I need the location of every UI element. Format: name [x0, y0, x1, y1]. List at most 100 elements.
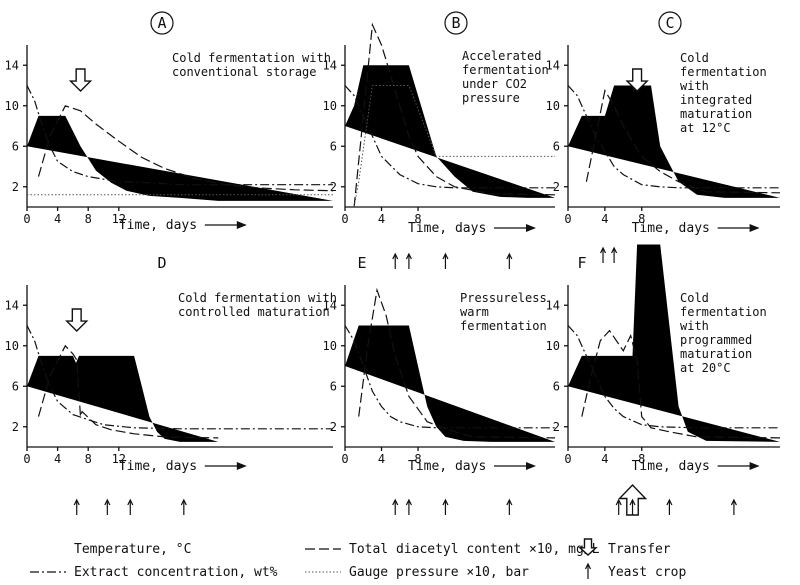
panel-letter-circle: [150, 11, 174, 35]
y-tick-label: 14: [323, 298, 337, 312]
y-tick-label: 10: [323, 339, 337, 353]
legend-label-temperature: Temperature, °C: [74, 542, 191, 557]
yeast-crop-icon: [405, 252, 412, 269]
panel-annotation-line: conventional storage: [172, 65, 317, 79]
panel-letter: E: [357, 254, 366, 272]
panel-annotation-line: with: [680, 319, 709, 333]
yeast-crop-head: [506, 252, 513, 260]
x-tick-label: 0: [341, 452, 348, 466]
yeast-crop-icon: [611, 246, 618, 263]
y-tick-label: 10: [546, 99, 560, 113]
yeast-crop-icon: [392, 498, 399, 515]
transfer-arrow-icon: [625, 68, 649, 92]
x-tick-label: 0: [564, 212, 571, 226]
legend-label-extract: Extract concentration, wt%: [74, 565, 278, 580]
y-tick-label: 10: [5, 99, 19, 113]
panel-annotation-line: fermentation: [680, 65, 767, 79]
series-temperature: [27, 355, 219, 442]
series-diacetyl: [585, 88, 781, 194]
x-axis-label: Time, days: [408, 459, 486, 474]
y-tick-label: 6: [553, 139, 560, 153]
series-diacetyl: [358, 287, 556, 439]
yeast-crop-icon: [506, 252, 513, 269]
x-axis-label: Time, days: [408, 221, 486, 236]
x-tick-label: 12: [112, 212, 126, 226]
y-tick-label: 10: [323, 99, 337, 113]
yeast-crop-icon: [599, 246, 607, 263]
yeast-crop-icon: [392, 252, 399, 269]
panel-annotation-line: fermentation: [462, 63, 549, 77]
x-tick-label: 4: [378, 212, 385, 226]
panel-letter: B: [451, 14, 460, 32]
series-extract: [26, 85, 333, 186]
yeast-crop-head: [405, 498, 412, 506]
yeast-crop-icon: [104, 498, 111, 515]
y-tick-label: 6: [330, 379, 337, 393]
legend-label-diacetyl: Total diacetyl content ×10, mg/L: [349, 542, 600, 557]
panel-annotation-line: Cold: [680, 51, 709, 65]
yeast-crop-head: [599, 246, 607, 254]
y-tick-label: 2: [553, 420, 560, 434]
legend-label-gauge: Gauge pressure ×10, bar: [349, 565, 529, 580]
x-tick-label: 0: [23, 212, 30, 226]
x-tick-label: 8: [414, 452, 421, 466]
panel-letter: D: [157, 254, 166, 272]
panel-annotation-line: Pressureless: [460, 291, 547, 305]
x-tick-label: 8: [414, 212, 421, 226]
x-axis-arrow-head: [749, 462, 760, 470]
yeast-crop-head: [392, 252, 399, 260]
panel-annotation-line: maturation: [680, 347, 752, 361]
transfer-legend-icon: [578, 538, 598, 556]
yeast-crop-head: [180, 498, 187, 506]
yeast-crop-head: [666, 498, 673, 506]
panel-annotation-line: maturation: [680, 107, 752, 121]
panel-annotation-line: warm: [460, 305, 489, 319]
yeast-crop-head: [506, 498, 513, 506]
x-tick-label: 4: [601, 212, 608, 226]
x-axis-label: Time, days: [632, 459, 710, 474]
panel-annotation-line: Cold fermentation with: [172, 51, 331, 65]
series-diacetyl: [353, 22, 556, 208]
yeast-crop-head: [127, 498, 134, 506]
yeast-crop-head: [615, 498, 622, 506]
y-tick-label: 14: [5, 298, 19, 312]
x-tick-label: 8: [638, 212, 645, 226]
y-tick-label: 14: [323, 58, 337, 72]
panel-annotation-line: Cold: [680, 291, 709, 305]
x-axis-label: Time, days: [632, 221, 710, 236]
y-tick-label: 2: [330, 420, 337, 434]
series-extract: [344, 85, 555, 189]
x-axis-label: Time, days: [119, 459, 197, 474]
y-tick-label: 10: [546, 339, 560, 353]
series-temperature: [568, 244, 780, 442]
x-tick-label: 8: [85, 212, 92, 226]
panel-letter-circle: [444, 11, 468, 35]
yeast-crop-icon: [730, 498, 737, 515]
legend: Temperature, °C Extract concentration, wt…: [30, 538, 686, 580]
x-tick-label: 0: [341, 212, 348, 226]
x-tick-label: 8: [85, 452, 92, 466]
yeast-crop-head: [405, 252, 412, 260]
y-tick-label: 6: [12, 139, 19, 153]
transfer-arrow-icon: [68, 68, 93, 92]
yeast-crop-head: [584, 562, 592, 570]
x-axis-arrow-head: [236, 462, 247, 470]
series-diacetyl: [37, 344, 219, 439]
panel-annotation-line: Accelerated: [462, 49, 541, 63]
series-temperature: [568, 85, 780, 198]
panel-annotation-line: fermentation: [460, 319, 547, 333]
yeast-crop-head: [104, 498, 111, 506]
x-tick-label: 0: [23, 452, 30, 466]
transfer-arrow-icon: [65, 308, 89, 332]
yeast-crop-head: [629, 498, 636, 506]
panel-letter: F: [577, 254, 586, 272]
x-tick-label: 0: [564, 452, 571, 466]
x-tick-label: 12: [112, 452, 126, 466]
panel-annotation-line: under CO2: [462, 77, 527, 91]
x-axis-label: Time, days: [119, 218, 197, 233]
y-tick-label: 2: [330, 180, 337, 194]
